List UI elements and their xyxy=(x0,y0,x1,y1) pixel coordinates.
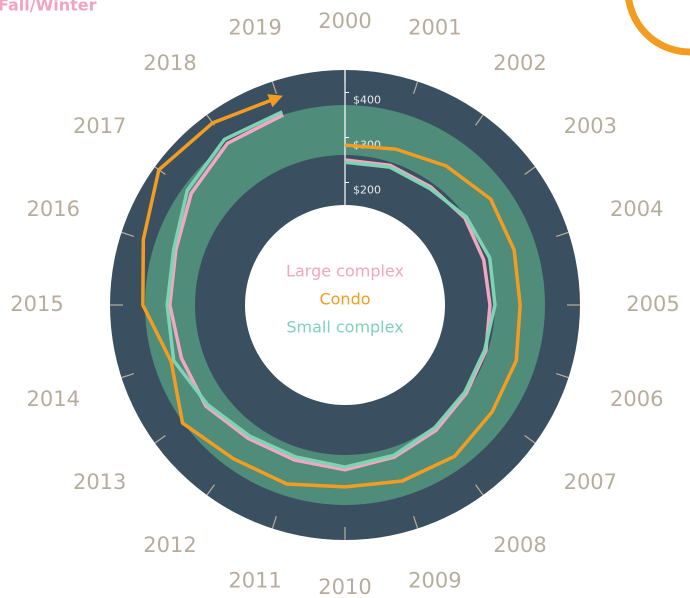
category-label: 2006 xyxy=(610,387,663,411)
series-line xyxy=(141,94,522,489)
category-label: 2014 xyxy=(27,387,80,411)
category-tick xyxy=(154,435,166,444)
legend-entry: Small complex xyxy=(286,318,403,337)
category-label: 2018 xyxy=(143,51,196,75)
category-label: 2001 xyxy=(408,16,461,40)
category-label: 2000 xyxy=(318,9,371,33)
category-tick xyxy=(271,81,277,95)
series-line xyxy=(168,113,492,472)
category-tick xyxy=(413,515,419,529)
category-tick xyxy=(121,231,135,237)
category-label: 2007 xyxy=(564,470,617,494)
category-tick xyxy=(555,231,569,237)
category-label: 2009 xyxy=(408,568,461,592)
category-tick xyxy=(271,515,277,529)
category-label: 2019 xyxy=(228,16,281,40)
category-tick xyxy=(121,373,135,379)
category-tick xyxy=(555,373,569,379)
category-label: 2004 xyxy=(610,197,663,221)
category-label: 2013 xyxy=(73,470,126,494)
category-tick xyxy=(413,81,419,95)
category-label: 2011 xyxy=(228,568,281,592)
plot: 2000 2001 2002 2003 2004 2005 2006 2007 2008 2009… xyxy=(10,9,679,598)
category-label: 2016 xyxy=(27,197,80,221)
category-tick xyxy=(475,114,484,126)
legend-entry: Condo xyxy=(319,290,370,309)
category-tick xyxy=(524,166,536,175)
category-label: 2017 xyxy=(73,114,126,138)
category-label: 2005 xyxy=(626,292,679,316)
category-label: 2008 xyxy=(493,533,546,557)
category-label: 2002 xyxy=(493,51,546,75)
category-tick xyxy=(475,484,484,496)
category-label: 2010 xyxy=(318,575,371,598)
y-tick-label: $200 xyxy=(353,184,381,197)
series-line xyxy=(165,110,497,469)
center-circle xyxy=(245,205,445,405)
legend-entry: Large complex xyxy=(286,262,404,281)
decor-circle xyxy=(625,0,690,56)
category-tick xyxy=(524,435,536,444)
category-label: 2015 xyxy=(10,292,63,316)
chart-title: Fall/Winter xyxy=(0,0,97,15)
category-label: 2003 xyxy=(564,114,617,138)
category-tick xyxy=(206,484,215,496)
y-tick-label: $400 xyxy=(353,94,381,107)
category-label: 2012 xyxy=(143,533,196,557)
